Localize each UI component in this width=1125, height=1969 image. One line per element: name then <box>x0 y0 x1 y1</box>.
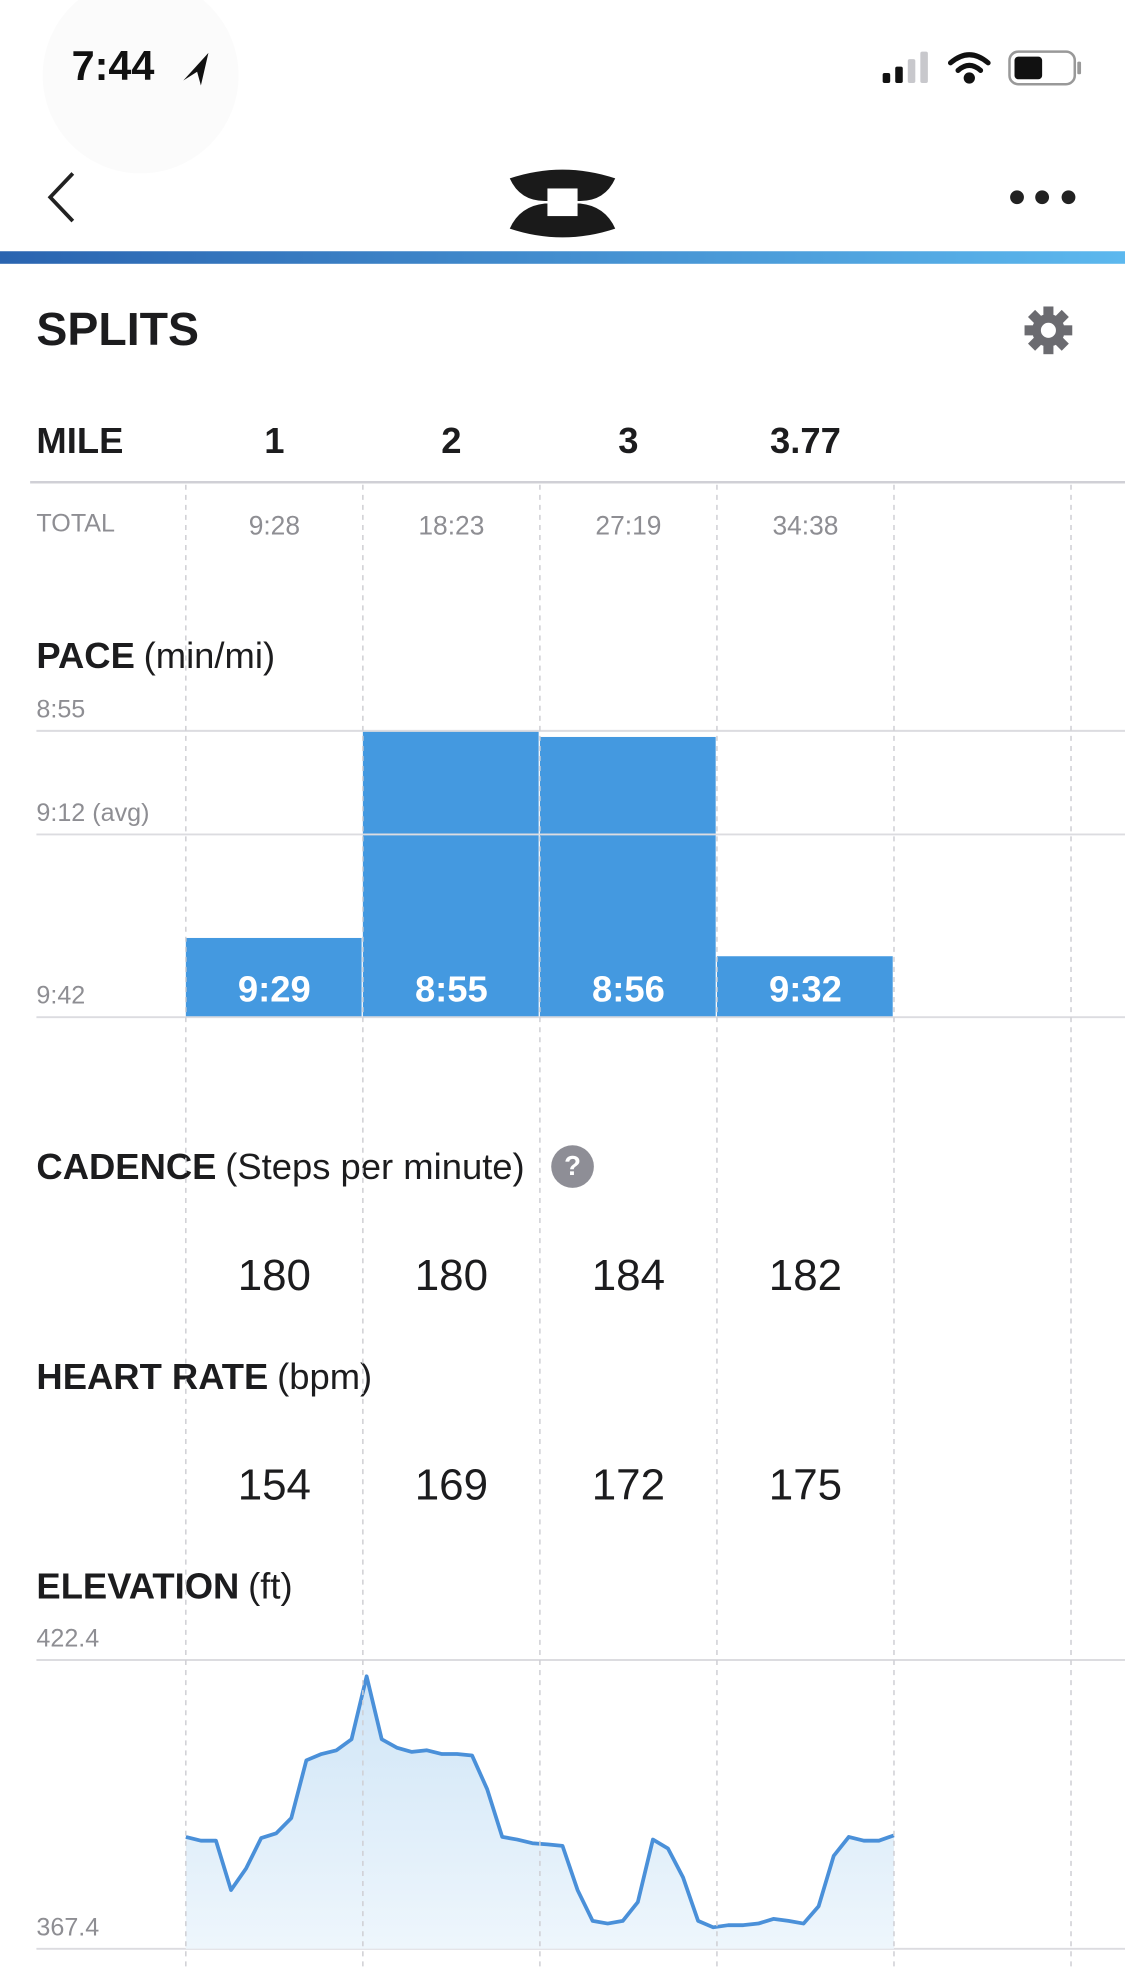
mile-label: 3.77 <box>770 420 841 461</box>
mile-label: 1 <box>264 420 284 461</box>
pace-title: PACE (min/mi) <box>36 635 275 676</box>
pace-unit: (min/mi) <box>144 635 275 676</box>
mile-header: MILE <box>36 420 123 461</box>
cadence-title-text: CADENCE <box>36 1146 216 1187</box>
mile-label: 3 <box>618 420 638 461</box>
cadence-value: 184 <box>592 1251 665 1300</box>
y-tick-label: 422.4 <box>36 1625 99 1653</box>
section-title: SPLITS <box>36 303 199 355</box>
cadence-help[interactable]: ? <box>551 1145 594 1188</box>
heart-rate-value: 175 <box>769 1461 842 1510</box>
heart-rate-title-text: HEART RATE <box>36 1355 268 1396</box>
elevation-title: ELEVATION (ft) <box>36 1565 292 1606</box>
y-tick-label: 9:42 <box>36 982 85 1010</box>
heart-rate-value: 154 <box>238 1461 311 1510</box>
heart-rate-value: 169 <box>415 1461 488 1510</box>
total-time: 34:38 <box>772 510 838 540</box>
back-button[interactable] <box>47 172 75 223</box>
y-tick-label: 367.4 <box>36 1913 99 1941</box>
mile-label: 2 <box>441 420 461 461</box>
signal-icon <box>882 51 928 83</box>
pace-title-text: PACE <box>36 635 134 676</box>
wifi-icon <box>947 52 991 84</box>
location-icon <box>183 52 209 86</box>
time-bubble <box>42 0 239 174</box>
y-tick-label: 9:12 (avg) <box>36 799 149 827</box>
heart-rate-value: 172 <box>592 1461 665 1510</box>
svg-text:?: ? <box>564 1150 581 1181</box>
elevation-unit: (ft) <box>248 1565 292 1606</box>
cadence-value: 180 <box>238 1251 311 1300</box>
app-logo <box>509 169 616 238</box>
pace-bar <box>716 956 893 1018</box>
pace-value-label: 8:56 <box>592 969 665 1010</box>
pace-bar <box>362 730 539 1018</box>
pace-value-label: 9:29 <box>238 969 311 1010</box>
pace-value-label: 8:55 <box>415 969 488 1010</box>
column-dividers <box>185 484 1072 1969</box>
settings-button[interactable] <box>1024 306 1073 355</box>
cadence-unit: (Steps per minute) <box>225 1146 524 1187</box>
header-accent <box>0 251 1125 264</box>
heart-rate-unit: (bpm) <box>277 1355 372 1396</box>
cadence-value: 180 <box>415 1251 488 1300</box>
total-label: TOTAL <box>36 510 115 538</box>
pace-bars <box>185 730 893 1018</box>
total-time: 9:28 <box>249 510 300 540</box>
status-time: 7:44 <box>72 42 155 89</box>
y-tick-label: 8:55 <box>36 695 85 723</box>
pace-bar <box>185 937 362 1018</box>
total-time: 27:19 <box>595 510 661 540</box>
cadence-value: 182 <box>769 1251 842 1300</box>
battery-icon <box>1008 50 1082 86</box>
elevation-title-text: ELEVATION <box>36 1565 239 1606</box>
total-time: 18:23 <box>418 510 484 540</box>
pace-bar <box>539 736 716 1018</box>
cadence-title: CADENCE (Steps per minute) <box>36 1146 524 1187</box>
pace-value-label: 9:32 <box>769 969 842 1010</box>
heart-rate-title: HEART RATE (bpm) <box>36 1355 372 1396</box>
more-button[interactable] <box>1010 190 1076 205</box>
